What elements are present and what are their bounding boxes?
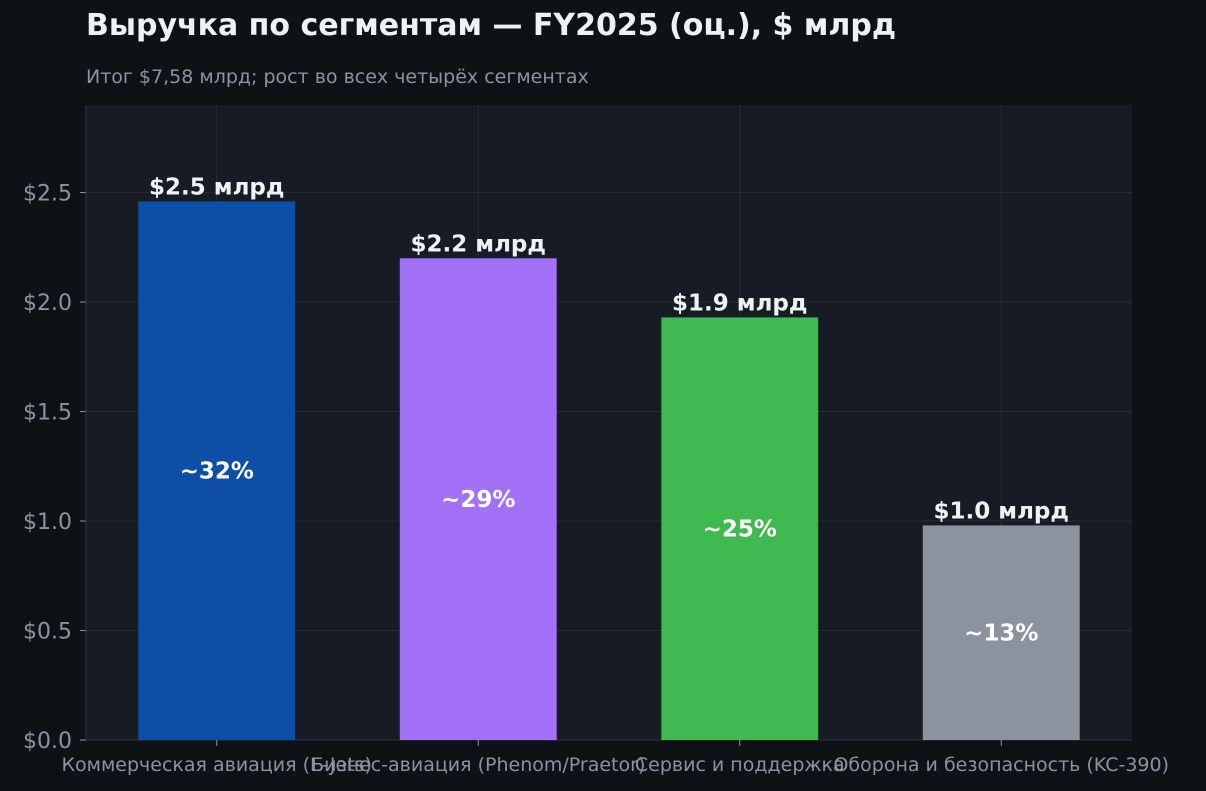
x-tick-label: Коммерческая авиация (E-Jets): [62, 754, 372, 776]
bar-share-label: ~32%: [180, 459, 254, 485]
bar-share-label: ~13%: [964, 621, 1038, 647]
y-tick-label: $1.0: [23, 510, 72, 535]
x-tick-label: Бизнес-авиация (Phenom/Praetor): [311, 754, 645, 776]
bar: [661, 317, 819, 740]
chart-subtitle: Итог $7,58 млрд; рост во всех четырёх се…: [86, 66, 589, 88]
y-tick-label: $2.5: [23, 182, 72, 207]
y-tick-label: $1.5: [23, 401, 72, 426]
y-tick-label: $0.5: [23, 620, 72, 645]
bar: [138, 201, 296, 740]
x-tick-label: Сервис и поддержка: [635, 754, 845, 776]
bar: [399, 258, 557, 740]
chart-title: Выручка по сегментам — FY2025 (оц.), $ м…: [86, 8, 897, 43]
bar-share-label: ~25%: [703, 517, 777, 543]
y-tick-label: $2.0: [23, 291, 72, 316]
bar-value-label: $2.5 млрд: [149, 174, 284, 200]
bar-share-label: ~29%: [441, 487, 515, 513]
bar: [922, 525, 1080, 740]
x-tick-label: Оборона и безопасность (KC-390): [833, 754, 1169, 776]
bar-value-label: $1.0 млрд: [934, 498, 1069, 524]
bar-value-label: $1.9 млрд: [672, 290, 807, 316]
y-tick-label: $0.0: [23, 729, 72, 754]
bar-value-label: $2.2 млрд: [411, 231, 546, 257]
